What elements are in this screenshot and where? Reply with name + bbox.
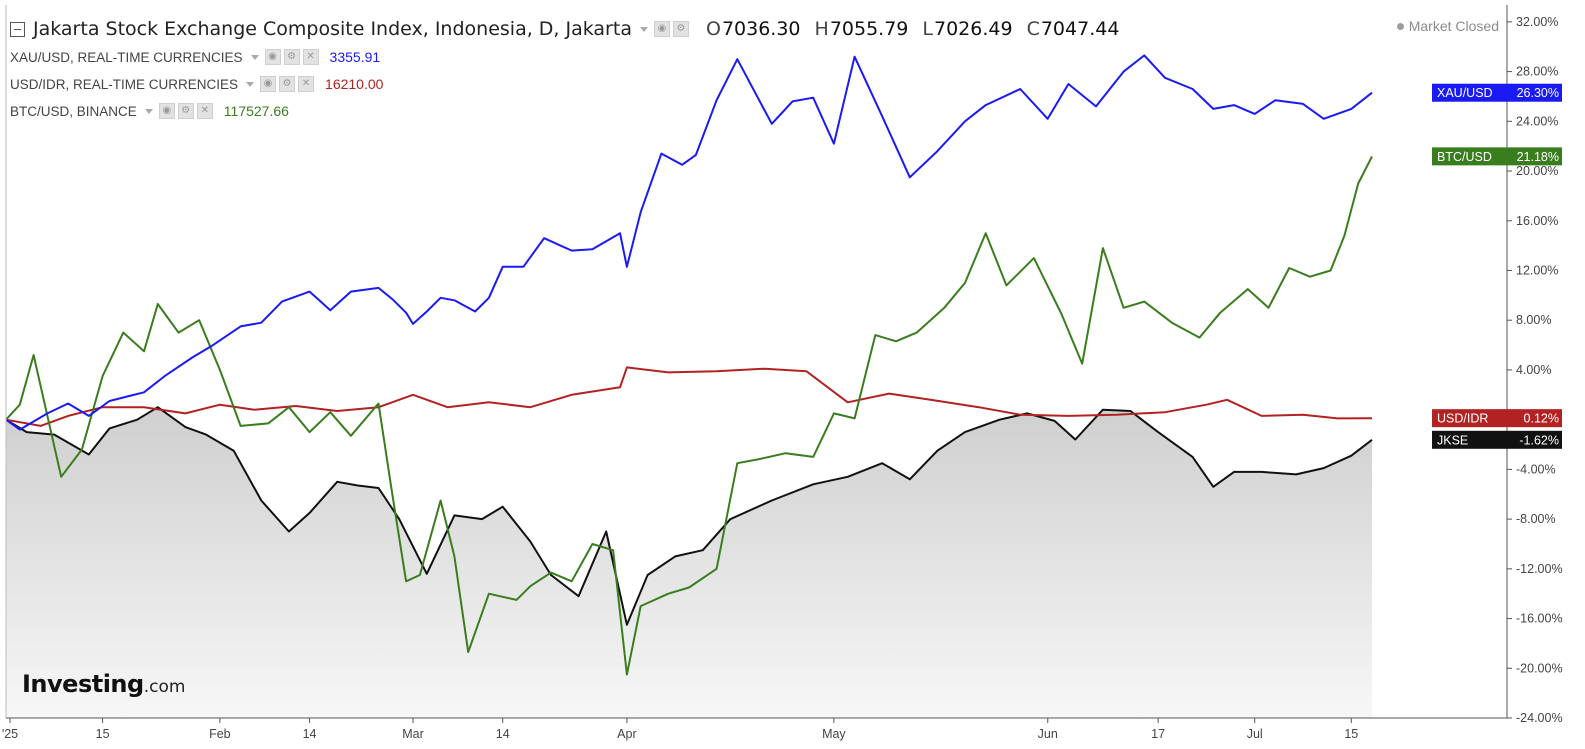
status-dot-icon [1396,22,1404,30]
low-key: L [922,18,933,40]
close-value: 7047.44 [1040,18,1120,40]
y-tick-label: 32.00% [1516,15,1558,29]
y-tick-label: -8.00% [1516,512,1556,526]
close-key: C [1026,18,1040,40]
settings-icon[interactable]: ⚙ [177,103,194,119]
label-value: 21.18% [1517,150,1559,164]
high-value: 7055.79 [829,18,909,40]
label-name: BTC/USD [1437,150,1492,164]
x-tick-label: 15 [1344,727,1358,741]
series-value: 117527.66 [223,103,289,119]
series-label: BTC/USD, BINANCE [10,103,137,119]
y-tick-label: 12.00% [1516,263,1558,277]
low-value: 7026.49 [933,18,1013,40]
close-icon[interactable]: ✕ [302,49,319,65]
market-status: Market Closed [1396,18,1499,34]
x-tick-label: Jul [1247,727,1263,741]
label-value: 0.12% [1524,412,1559,426]
label-value: 26.30% [1517,86,1559,100]
chevron-down-icon[interactable] [639,26,648,32]
chart-header: Jakarta Stock Exchange Composite Index, … [10,16,1119,42]
y-tick-label: -16.00% [1516,612,1563,626]
chevron-down-icon[interactable] [250,54,259,60]
collapse-icon[interactable] [10,21,25,37]
price-axis: 32.00% 28.00% 24.00% 20.00% 16.00% 12.00% 8.00… [5,5,1563,725]
y-tick-label: 8.00% [1516,313,1551,327]
series-value: 3355.91 [329,49,381,65]
chevron-down-icon[interactable] [246,81,255,87]
label-badge [1432,409,1562,428]
y-tick-label: 16.00% [1516,214,1558,228]
logo-suffix: .com [143,677,186,697]
x-tick-label: Jun [1038,727,1058,741]
y-tick-label: -12.00% [1516,562,1563,576]
y-tick-label: 4.00% [1516,363,1551,377]
logo-main: Investing [22,670,144,698]
last-value-label-jkse: JKSE -1.62% [1432,430,1562,449]
x-tick-label: May [822,727,846,741]
open-key: O [705,18,721,40]
series-value: 16210.00 [325,76,384,92]
series-row-btc[interactable]: BTC/USD, BINANCE ◉ ⚙ ✕ 117527.66 [10,101,289,121]
x-tick-label: '25 [2,727,18,741]
chevron-down-icon[interactable] [144,108,153,114]
series-row-xau[interactable]: XAU/USD, REAL-TIME CURRENCIES ◉ ⚙ ✕ 3355… [10,47,380,67]
visibility-icon[interactable]: ◉ [264,49,281,65]
chart-title: Jakarta Stock Exchange Composite Index, … [33,18,632,40]
series-line-xau-usd [5,54,1373,431]
x-tick-label: Apr [617,727,636,741]
label-name: USD/IDR [1437,412,1488,426]
open-value: 7036.30 [721,18,801,40]
label-name: JKSE [1437,433,1468,447]
visibility-icon[interactable]: ◉ [158,103,175,119]
time-axis: '25 15 Feb 14 Mar 14 Apr May Jun 17 Jul 15 [2,718,1358,741]
x-tick-label: 17 [1151,727,1165,741]
series-label: USD/IDR, REAL-TIME CURRENCIES [10,76,239,92]
y-tick-label: 20.00% [1516,164,1558,178]
series-lines [5,54,1373,676]
y-tick-label: -20.00% [1516,661,1563,675]
series-line-btc-usd [5,155,1373,676]
settings-icon[interactable]: ⚙ [672,21,689,37]
market-status-text: Market Closed [1408,18,1499,34]
x-tick-label: 14 [303,727,317,741]
settings-icon[interactable]: ⚙ [283,49,300,65]
series-row-idr[interactable]: USD/IDR, REAL-TIME CURRENCIES ◉ ⚙ ✕ 1621… [10,74,383,94]
series-area-jkse [6,407,1372,718]
series-label: XAU/USD, REAL-TIME CURRENCIES [10,49,243,65]
y-tick-label: -4.00% [1516,462,1556,476]
y-tick-label: -24.00% [1516,711,1563,725]
series-line-usd-idr [5,366,1373,427]
last-value-label-xau-usd: XAU/USD 26.30% [1432,83,1562,102]
jkse-area [6,407,1372,718]
last-value-label-usd-idr: USD/IDR 0.12% [1432,409,1562,428]
label-name: XAU/USD [1437,86,1493,100]
investing-logo: Investing.com [22,670,185,698]
visibility-icon[interactable]: ◉ [653,21,670,37]
visibility-icon[interactable]: ◉ [260,76,277,92]
close-icon[interactable]: ✕ [298,76,315,92]
label-value: -1.62% [1519,433,1559,447]
last-value-labels: XAU/USD 26.30% BTC/USD 21.18% USD/IDR 0.12% JK… [1432,83,1562,449]
settings-icon[interactable]: ⚙ [279,76,296,92]
last-value-label-btc-usd: BTC/USD 21.18% [1432,147,1562,166]
y-tick-label: 28.00% [1516,65,1558,79]
series-line-jkse [5,406,1373,626]
x-tick-label: 15 [96,727,110,741]
x-tick-label: Feb [209,727,231,741]
y-tick-label: 24.00% [1516,114,1558,128]
label-badge [1432,147,1562,166]
label-badge [1432,430,1562,449]
x-tick-label: 14 [496,727,510,741]
high-key: H [814,18,829,40]
label-badge [1432,83,1562,102]
x-tick-label: Mar [402,727,424,741]
close-icon[interactable]: ✕ [196,103,213,119]
